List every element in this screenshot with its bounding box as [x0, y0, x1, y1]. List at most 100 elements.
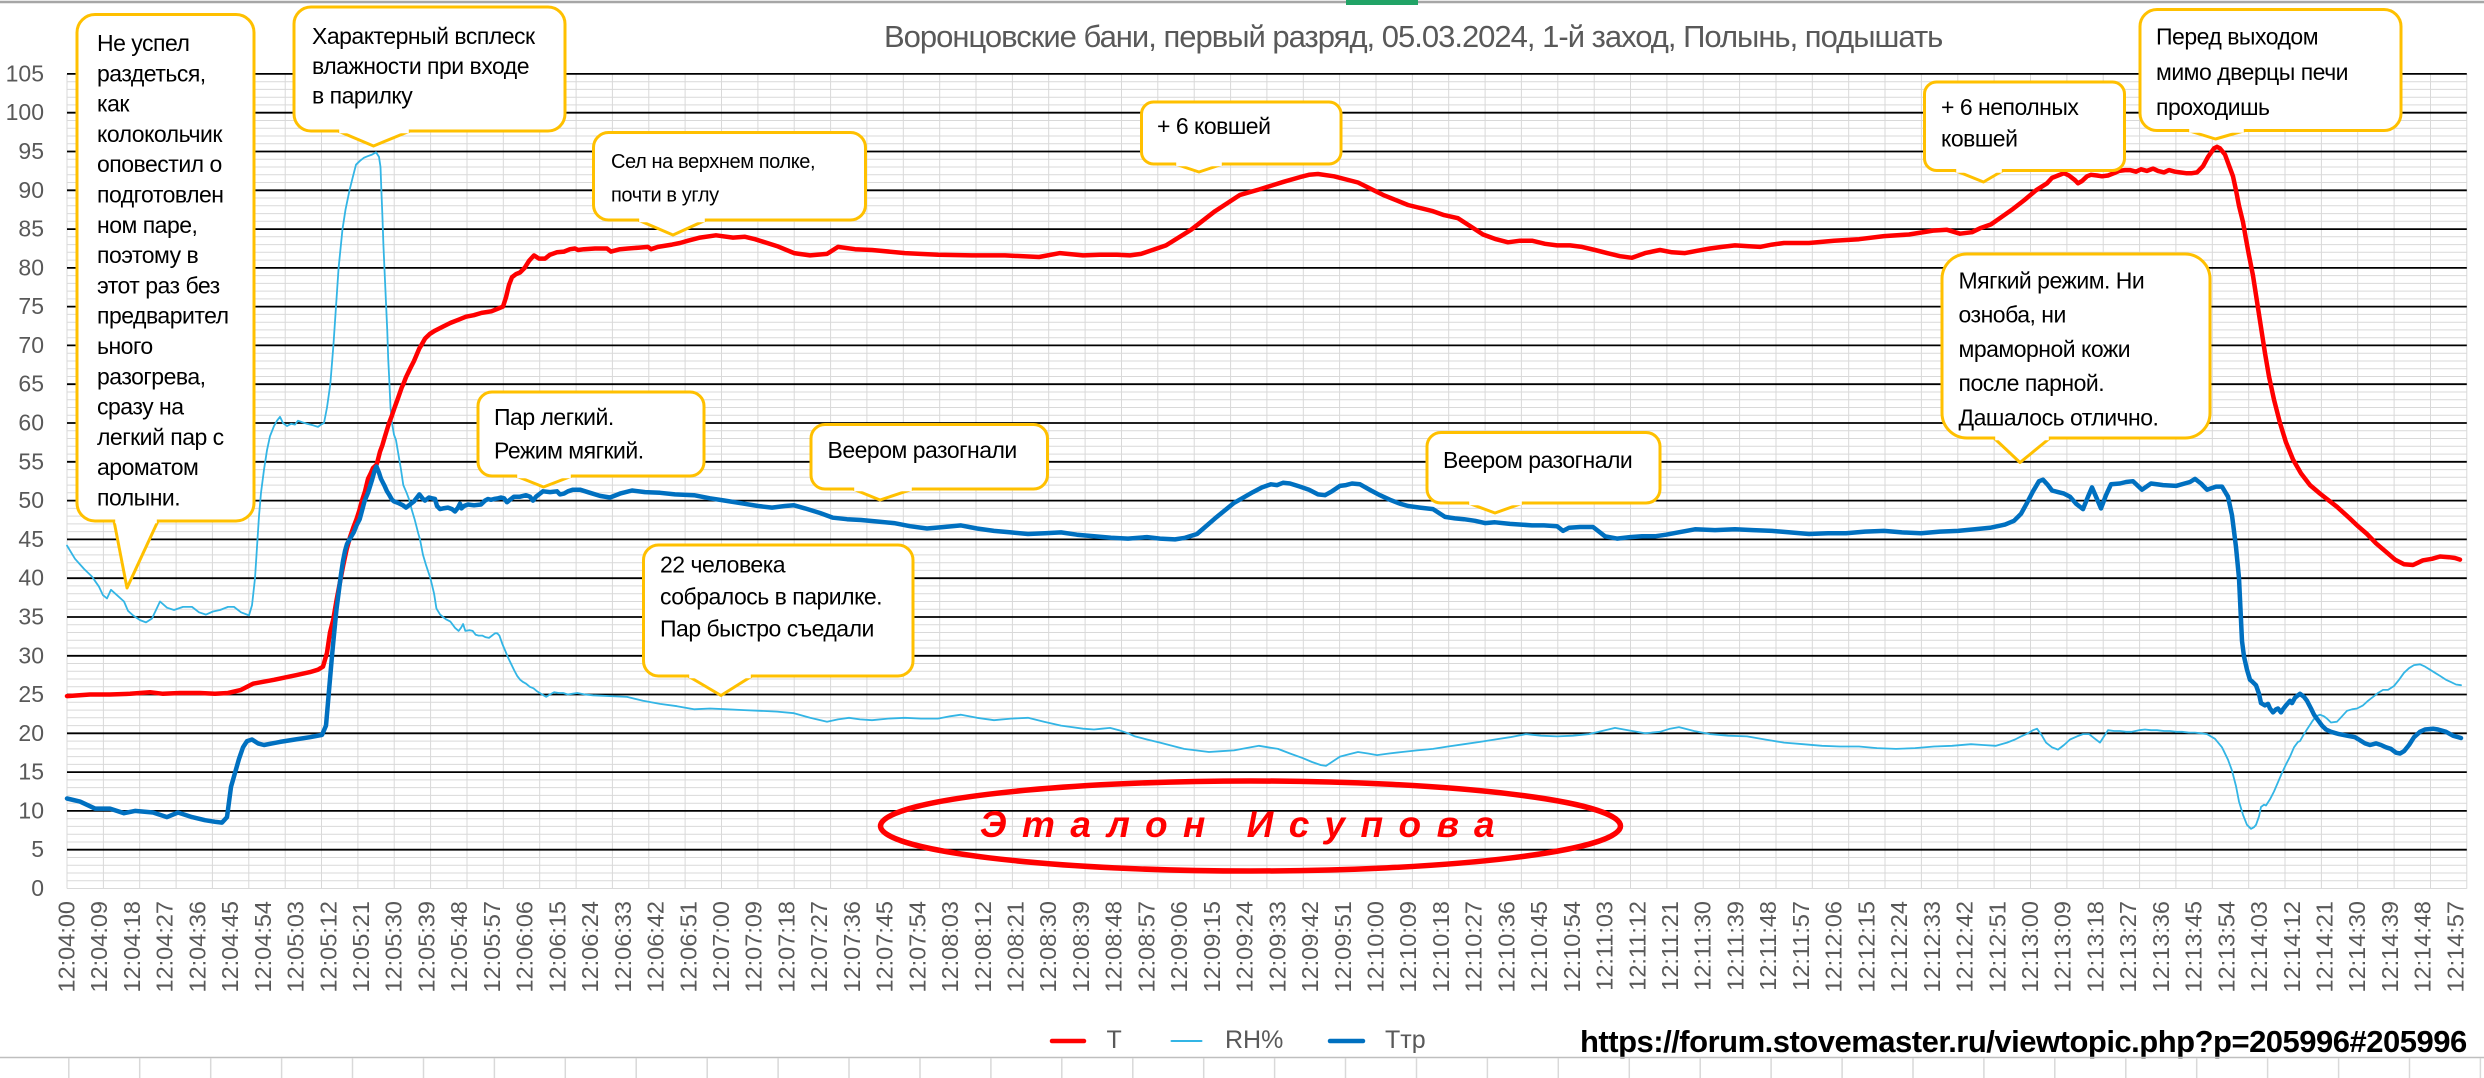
svg-text:после парной.: после парной.: [1959, 370, 2105, 396]
svg-text:Эталон Исупова: Эталон Исупова: [980, 804, 1510, 845]
svg-text:10: 10: [18, 797, 44, 823]
svg-text:проходишь: проходишь: [2156, 94, 2270, 120]
svg-text:12:11:57: 12:11:57: [1788, 901, 1814, 991]
svg-text:подготовлен: подготовлен: [97, 182, 224, 208]
svg-text:Не успел: Не успел: [97, 30, 189, 56]
svg-text:12:05:21: 12:05:21: [348, 901, 374, 992]
svg-text:12:08:12: 12:08:12: [970, 901, 996, 992]
svg-text:12:06:51: 12:06:51: [675, 901, 701, 992]
svg-text:12:10:54: 12:10:54: [1559, 901, 1585, 992]
svg-text:Веером разогнали: Веером разогнали: [1443, 447, 1632, 473]
svg-text:в парилку: в парилку: [312, 83, 413, 109]
svg-text:влажности при входе: влажности при входе: [312, 53, 529, 79]
svg-text:почти в углу: почти в углу: [611, 185, 719, 207]
svg-text:20: 20: [18, 720, 44, 746]
svg-text:12:09:06: 12:09:06: [1166, 901, 1192, 992]
svg-text:12:11:39: 12:11:39: [1723, 901, 1749, 991]
svg-text:оповестил о: оповестил о: [97, 151, 222, 177]
svg-text:95: 95: [18, 138, 44, 164]
svg-text:Мягкий режим. Ни: Мягкий режим. Ни: [1959, 268, 2145, 294]
svg-text:+ 6 ковшей: + 6 ковшей: [1157, 113, 1270, 139]
svg-text:12:05:12: 12:05:12: [315, 901, 341, 992]
svg-text:12:08:39: 12:08:39: [1068, 901, 1094, 992]
svg-text:T: T: [1107, 1026, 1122, 1054]
svg-text:12:06:15: 12:06:15: [544, 901, 570, 992]
svg-text:полыни.: полыни.: [97, 485, 180, 511]
svg-text:мимо дверцы печи: мимо дверцы печи: [2156, 59, 2348, 85]
svg-text:колокольчик: колокольчик: [97, 121, 223, 147]
svg-text:поэтому в: поэтому в: [97, 242, 199, 268]
svg-text:Дашалось отлично.: Дашалось отлично.: [1959, 404, 2159, 430]
svg-text:ном паре,: ном паре,: [97, 212, 197, 238]
svg-text:12:09:24: 12:09:24: [1232, 901, 1258, 992]
svg-text:12:05:57: 12:05:57: [479, 901, 505, 992]
svg-text:12:10:45: 12:10:45: [1526, 901, 1552, 992]
svg-text:собралось в парилке.: собралось в парилке.: [660, 584, 882, 610]
svg-text:12:07:54: 12:07:54: [904, 901, 930, 992]
svg-text:5: 5: [31, 836, 44, 862]
svg-text:разогрева,: разогрева,: [97, 363, 206, 389]
svg-text:12:07:27: 12:07:27: [806, 901, 832, 992]
svg-text:12:12:24: 12:12:24: [1886, 901, 1912, 992]
svg-text:50: 50: [18, 487, 44, 513]
svg-text:12:08:21: 12:08:21: [1003, 901, 1029, 992]
svg-text:30: 30: [18, 642, 44, 668]
svg-text:60: 60: [18, 410, 44, 436]
svg-text:55: 55: [18, 448, 44, 474]
svg-text:12:13:54: 12:13:54: [2213, 901, 2239, 992]
svg-text:12:04:27: 12:04:27: [152, 901, 178, 992]
svg-text:озноба, ни: озноба, ни: [1959, 302, 2066, 328]
svg-text:12:09:51: 12:09:51: [1330, 901, 1356, 992]
svg-text:12:11:48: 12:11:48: [1755, 901, 1781, 991]
svg-text:12:11:21: 12:11:21: [1657, 901, 1683, 991]
svg-text:12:13:36: 12:13:36: [2148, 901, 2174, 992]
svg-text:12:14:48: 12:14:48: [2410, 901, 2436, 992]
svg-text:12:10:00: 12:10:00: [1363, 901, 1389, 992]
svg-text:12:13:18: 12:13:18: [2082, 901, 2108, 992]
svg-text:0: 0: [31, 875, 44, 901]
svg-text:12:10:09: 12:10:09: [1395, 901, 1421, 992]
svg-text:12:11:12: 12:11:12: [1624, 901, 1650, 991]
svg-text:80: 80: [18, 254, 44, 280]
svg-text:Воронцовские бани, первый разр: Воронцовские бани, первый разряд, 05.03.…: [884, 19, 1942, 54]
svg-text:12:14:57: 12:14:57: [2442, 901, 2468, 992]
svg-text:раздеться,: раздеться,: [97, 60, 206, 86]
svg-text:40: 40: [18, 565, 44, 591]
svg-text:ьного: ьного: [97, 333, 153, 359]
svg-text:12:04:18: 12:04:18: [119, 901, 145, 992]
svg-text:70: 70: [18, 332, 44, 358]
svg-text:12:12:51: 12:12:51: [1984, 901, 2010, 992]
svg-text:12:08:30: 12:08:30: [1035, 901, 1061, 992]
svg-text:ковшей: ковшей: [1941, 126, 2017, 152]
svg-text:12:07:36: 12:07:36: [839, 901, 865, 992]
svg-text:12:13:45: 12:13:45: [2181, 901, 2207, 992]
svg-text:100: 100: [6, 99, 44, 125]
svg-text:12:14:12: 12:14:12: [2279, 901, 2305, 992]
svg-text:12:08:57: 12:08:57: [1133, 901, 1159, 992]
svg-text:12:09:33: 12:09:33: [1264, 901, 1290, 992]
svg-text:12:05:48: 12:05:48: [446, 901, 472, 992]
svg-text:+ 6 неполных: + 6 неполных: [1941, 94, 2079, 120]
svg-text:12:13:09: 12:13:09: [2050, 901, 2076, 992]
svg-text:22 человека: 22 человека: [660, 552, 786, 578]
svg-text:45: 45: [18, 526, 44, 552]
svg-text:12:14:03: 12:14:03: [2246, 901, 2272, 992]
svg-text:сразу на: сразу на: [97, 394, 184, 420]
svg-text:12:06:06: 12:06:06: [512, 901, 538, 992]
svg-text:12:06:42: 12:06:42: [643, 901, 669, 992]
svg-text:Режим мягкий.: Режим мягкий.: [494, 437, 644, 463]
svg-text:Пар быстро съедали: Пар быстро съедали: [660, 616, 874, 642]
svg-text:12:04:45: 12:04:45: [217, 901, 243, 992]
svg-text:12:13:27: 12:13:27: [2115, 901, 2141, 992]
svg-text:12:05:30: 12:05:30: [381, 901, 407, 992]
svg-text:12:07:45: 12:07:45: [872, 901, 898, 992]
svg-text:12:14:30: 12:14:30: [2344, 901, 2370, 992]
svg-text:12:06:24: 12:06:24: [577, 901, 603, 992]
svg-text:12:09:42: 12:09:42: [1297, 901, 1323, 992]
svg-text:ароматом: ароматом: [97, 454, 198, 480]
svg-text:12:05:39: 12:05:39: [414, 901, 440, 992]
svg-text:12:10:27: 12:10:27: [1461, 901, 1487, 992]
svg-text:Веером разогнали: Веером разогнали: [828, 437, 1017, 463]
svg-text:25: 25: [18, 681, 44, 707]
svg-text:12:08:48: 12:08:48: [1101, 901, 1127, 992]
